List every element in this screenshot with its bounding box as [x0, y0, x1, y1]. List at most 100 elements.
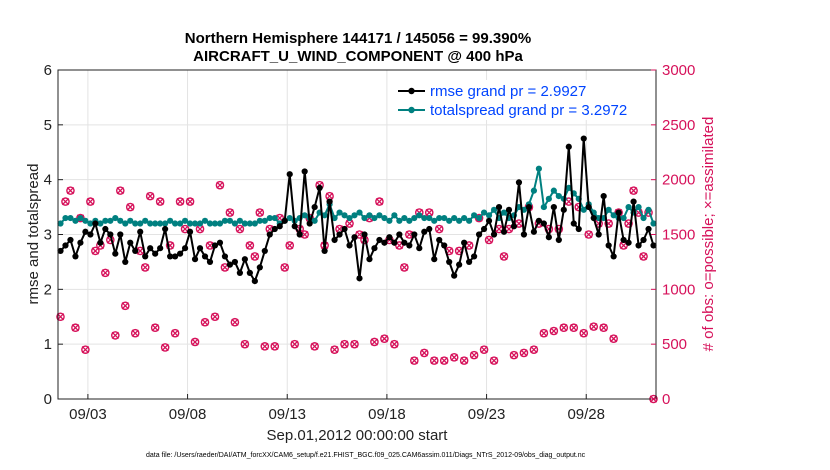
legend: rmse grand pr = 2.9927 totalspread grand… [392, 80, 650, 120]
obs-count-marker [290, 339, 300, 349]
obs-count-marker [569, 323, 579, 333]
rmse-point [137, 228, 144, 235]
rmse-point [411, 231, 418, 238]
totalspread-point [431, 217, 438, 224]
rmse-point [650, 242, 657, 249]
obs-count-marker [280, 263, 290, 272]
rmse-point [436, 236, 443, 244]
obs-count-marker [449, 353, 459, 362]
rmse-point [356, 275, 363, 282]
rmse-point [246, 269, 253, 276]
obs-count-marker [579, 328, 589, 338]
rmse-point [311, 203, 318, 211]
rmse-point [271, 225, 278, 233]
obs-count-marker [499, 252, 509, 261]
y2-tick-label: 0 [662, 391, 670, 408]
totalspread-point [97, 220, 104, 227]
totalspread-point [157, 220, 164, 227]
rmse-point [306, 220, 313, 227]
rmse-point [520, 231, 528, 238]
obs-count-marker [120, 301, 130, 311]
rmse-point [406, 242, 413, 249]
rmse-point [117, 231, 124, 238]
rmse-point [645, 225, 652, 233]
x-tick-label: 09/23 [468, 406, 506, 423]
totalspread-point [471, 212, 478, 219]
rmse-point [391, 239, 398, 246]
rmse-point [525, 203, 533, 211]
totalspread-point [172, 220, 179, 227]
rmse-point [176, 250, 184, 257]
y-axis-label: rmse and totalspread [25, 164, 42, 305]
totalspread-point [411, 214, 418, 222]
totalspread-point [221, 217, 229, 224]
chart-subtitle: AIRCRAFT_U_WIND_COMPONENT @ 400 hPa [193, 48, 523, 65]
rmse-point [236, 269, 243, 276]
rmse-point [471, 253, 478, 260]
rmse-point [276, 223, 283, 230]
rmse-point [181, 245, 189, 252]
obs-count-marker [215, 180, 225, 190]
totalspread-point [102, 217, 109, 224]
rmse-point [381, 239, 388, 246]
rmse-point [505, 206, 513, 213]
rmse-point [376, 236, 383, 244]
y2-axis-ticks: 0 500 1000 1500 2000 2500 3000 [651, 62, 695, 408]
obs-count-marker [245, 241, 255, 250]
obs-count-marker [509, 350, 519, 360]
obs-count-marker [210, 312, 220, 322]
y-tick-label: 6 [44, 62, 52, 79]
totalspread-point [640, 214, 647, 222]
rmse-point [167, 253, 174, 260]
rmse-point [72, 253, 79, 260]
rmse-point [610, 253, 617, 260]
rmse-point [361, 231, 368, 238]
obs-count-marker [285, 241, 295, 250]
rmse-point [421, 228, 428, 235]
rmse-point [201, 253, 209, 260]
obs-count-marker [434, 224, 444, 234]
rmse-point [585, 203, 592, 211]
totalspread-point [565, 184, 572, 191]
rmse-point [291, 223, 298, 230]
totalspread-point [186, 220, 194, 227]
totalspread-point [366, 212, 373, 219]
totalspread-point [356, 209, 363, 216]
rmse-point [281, 217, 288, 224]
totalspread-point [231, 220, 239, 227]
rmse-point [500, 228, 508, 235]
totalspread-point [152, 220, 159, 227]
totalspread-point [396, 217, 403, 224]
obs-count-marker [145, 191, 155, 201]
x-axis-ticks: 09/03 09/08 09/13 09/18 09/23 09/28 [69, 394, 605, 423]
rmse-point [206, 258, 214, 266]
obs-count-marker [255, 208, 265, 217]
y2-tick-label: 1000 [662, 281, 695, 298]
rmse-point [82, 228, 89, 235]
totalspread-point [605, 206, 612, 213]
totalspread-point [545, 195, 552, 202]
obs-count-marker [439, 356, 449, 365]
obs-count-marker [190, 337, 200, 347]
obs-count-marker [160, 343, 170, 352]
rmse-point [256, 264, 263, 271]
totalspread-point [555, 193, 562, 200]
obs-count-marker [529, 345, 539, 354]
totalspread-point [480, 209, 488, 216]
rmse-point [132, 247, 139, 255]
totalspread-point [331, 214, 338, 222]
rmse-point [77, 239, 84, 246]
rmse-point [426, 225, 433, 233]
totalspread-point [87, 220, 94, 227]
totalspread-point [226, 217, 234, 224]
obs-count-marker [599, 323, 608, 333]
y2-tick-label: 2000 [662, 172, 695, 189]
obs-count-marker [200, 317, 210, 327]
obs-count-marker [484, 235, 494, 245]
totalspread-point [321, 212, 328, 219]
rmse-point [490, 231, 498, 238]
rmse-point [112, 250, 119, 257]
rmse-point [296, 231, 303, 238]
totalspread-point [456, 217, 463, 224]
totalspread-point [466, 217, 473, 224]
